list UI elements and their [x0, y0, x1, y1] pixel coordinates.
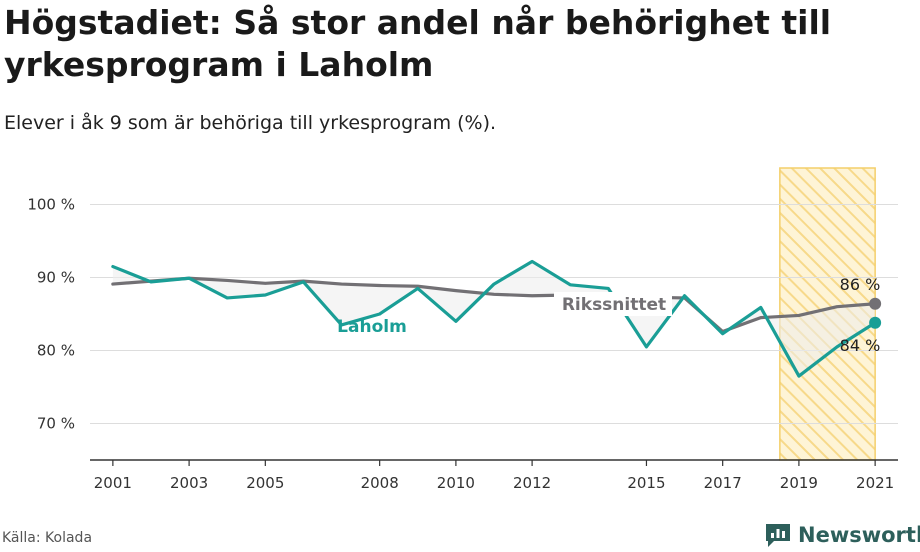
x-tick-label: 2019 — [780, 474, 818, 492]
line-chart: 70 % 80 % 90 % 100 % 2001 2003 2005 2008 2010 201… — [27, 167, 898, 492]
x-tick-label: 2012 — [513, 474, 551, 492]
series-line-laholm — [111, 259, 877, 378]
end-label-laholm: 84 % — [840, 336, 881, 355]
chart-subtitle: Elever i åk 9 som är behöriga till yrkes… — [4, 112, 497, 134]
end-label-riket: 86 % — [840, 275, 881, 294]
series-label-riket-bg — [554, 292, 672, 316]
end-point-laholm — [869, 316, 882, 329]
brand-name: Newsworthy — [798, 523, 920, 547]
x-tick-label: 2001 — [94, 474, 132, 492]
x-tick-label: 2003 — [170, 474, 208, 492]
x-tick-label: 2010 — [437, 474, 475, 492]
series-line-rikssnittet — [111, 276, 877, 334]
x-tick-label: 2021 — [856, 474, 894, 492]
y-tick-label: 90 % — [37, 269, 75, 287]
y-tick-label: 70 % — [37, 415, 75, 433]
x-tick-label: 2017 — [704, 474, 742, 492]
y-tick-label: 80 % — [37, 342, 75, 360]
end-point-rikssnittet — [869, 297, 882, 310]
x-tick-label: 2008 — [361, 474, 399, 492]
brand-logo: Newsworthy — [764, 520, 920, 550]
y-tick-label: 100 % — [27, 196, 75, 214]
series-label-laholm: Laholm — [337, 317, 407, 337]
chart-title: Högstadiet: Så stor andel når behörighet… — [4, 3, 832, 84]
x-tick-label: 2015 — [627, 474, 665, 492]
source-note: Källa: Kolada — [2, 530, 93, 546]
series-label-riket: Rikssnittet — [562, 295, 666, 315]
x-tick-label: 2005 — [246, 474, 284, 492]
newsworthy-logo-icon — [766, 524, 790, 547]
